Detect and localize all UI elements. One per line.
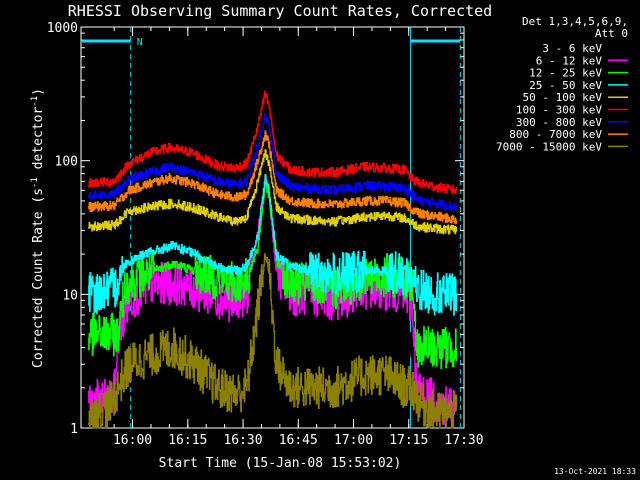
legend-label-1: 6 - 12 keV [536,54,603,67]
series-line-6 [88,112,458,211]
series-line-8 [88,253,458,429]
legend-label-2: 12 - 25 keV [529,67,602,80]
series-line-7 [88,130,458,225]
night-markers: N [82,27,461,428]
y-axis-label-prefix: Corrected Count Rate (s [31,188,46,368]
y-axis-label-mid: detector [31,107,46,178]
series-line-4 [88,149,458,235]
x-tick-label: 16:00 [113,433,152,448]
chart-title: RHESSI Observing Summary Count Rates, Co… [68,2,492,20]
x-tick-label: 16:15 [168,433,207,448]
y-axis-label-suffix: ) [31,88,46,96]
legend-label-5: 100 - 300 keV [516,104,602,117]
legend-label-6: 300 - 800 keV [516,116,602,129]
legend-label-3: 25 - 50 keV [529,79,602,92]
legend-label-8: 7000 - 15000 keV [496,140,602,153]
legend-label-4: 50 - 100 keV [523,91,603,104]
x-tick-label: 16:45 [279,433,318,448]
legend-header-line-1: Det 1,3,4,5,6,9, [522,15,628,28]
series-line-5 [88,90,458,195]
x-tick-label: 17:15 [389,433,428,448]
plot-frame [80,26,465,429]
y-tick-label: 1 [70,422,78,437]
x-tick-label: 16:30 [223,433,262,448]
legend-header-line-2: Att 0 [595,27,628,40]
x-tick-label: 17:30 [444,433,483,448]
x-tick-label: 17:00 [334,433,373,448]
legend-label-7: 800 - 7000 keV [509,128,602,141]
x-axis-ticks: 16:00 16:15 16:30 16:45 17:00 17:15 17:30 [113,27,484,448]
y-tick-label: 1000 [47,21,78,36]
series-line-3 [88,174,458,316]
y-axis-ticks: 1 10 100 1000 [47,21,464,437]
night-flag-label: N [137,37,143,48]
y-axis-label-exp-2: -1 [30,96,40,107]
y-axis-label: Corrected Count Rate (s-1 detector-1) [30,88,46,368]
y-tick-label: 100 [55,155,78,170]
x-axis-label: Start Time (15-Jan-08 15:53:02) [159,456,402,471]
plot-border [80,26,465,429]
y-tick-label: 10 [62,288,78,303]
legend-label-0: 3 - 6 keV [542,42,602,55]
series-lines [88,90,458,429]
y-axis-label-exp-1: -1 [30,177,40,188]
footer-date: 13-Oct-2021 18:33 [554,467,636,476]
